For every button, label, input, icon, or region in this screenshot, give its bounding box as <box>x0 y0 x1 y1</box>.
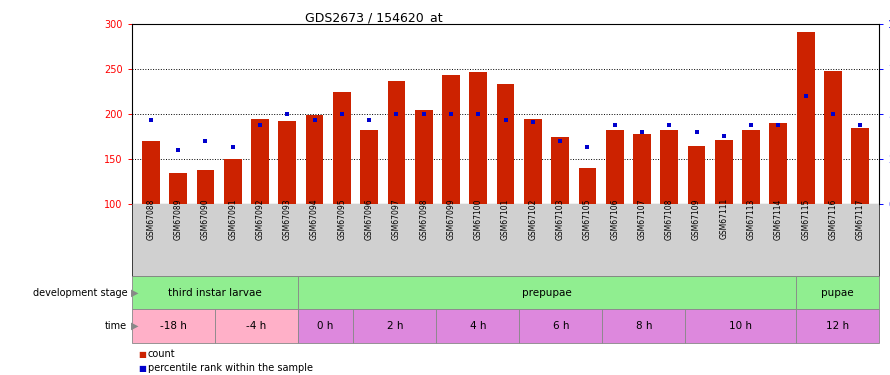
Text: ▶: ▶ <box>131 288 138 297</box>
Bar <box>797 33 814 294</box>
Bar <box>797 309 879 343</box>
Bar <box>436 309 520 343</box>
Text: ▶: ▶ <box>131 321 138 331</box>
Bar <box>251 119 269 294</box>
Bar <box>578 168 596 294</box>
Text: time: time <box>105 321 127 331</box>
Bar <box>469 72 487 294</box>
Bar <box>524 119 542 294</box>
Bar <box>353 309 436 343</box>
Text: ■: ■ <box>139 350 146 359</box>
Bar <box>606 130 624 294</box>
Text: 8 h: 8 h <box>635 321 652 331</box>
Text: 10 h: 10 h <box>730 321 752 331</box>
Bar <box>169 173 187 294</box>
Bar <box>797 276 879 309</box>
Bar <box>715 140 732 294</box>
Bar <box>214 309 298 343</box>
Bar <box>360 130 378 294</box>
Text: 12 h: 12 h <box>826 321 849 331</box>
Text: ■: ■ <box>139 364 146 373</box>
Bar <box>688 146 706 294</box>
Bar <box>387 81 405 294</box>
Bar <box>298 276 797 309</box>
Bar <box>685 309 797 343</box>
Text: development stage: development stage <box>33 288 127 297</box>
Text: 6 h: 6 h <box>553 321 569 331</box>
Text: 0 h: 0 h <box>318 321 334 331</box>
Bar <box>142 141 159 294</box>
Bar <box>497 84 514 294</box>
Bar <box>633 134 651 294</box>
Text: third instar larvae: third instar larvae <box>168 288 262 297</box>
Text: -4 h: -4 h <box>247 321 266 331</box>
Text: count: count <box>148 350 175 359</box>
Bar <box>852 128 870 294</box>
Bar <box>333 92 351 294</box>
Text: prepupae: prepupae <box>522 288 572 297</box>
Bar <box>132 276 298 309</box>
Bar <box>603 309 685 343</box>
Bar <box>415 110 433 294</box>
Text: pupae: pupae <box>821 288 854 297</box>
Bar <box>197 170 214 294</box>
Bar <box>223 159 241 294</box>
Bar <box>132 309 214 343</box>
Bar <box>742 130 760 294</box>
Bar <box>824 71 842 294</box>
Bar <box>298 309 353 343</box>
Bar <box>520 309 603 343</box>
Bar <box>770 123 788 294</box>
Bar <box>442 75 460 294</box>
Bar <box>660 130 678 294</box>
Bar <box>551 137 569 294</box>
Text: -18 h: -18 h <box>160 321 187 331</box>
Bar <box>305 115 323 294</box>
Text: GDS2673 / 154620_at: GDS2673 / 154620_at <box>305 11 442 24</box>
Bar <box>279 121 296 294</box>
Text: 4 h: 4 h <box>470 321 486 331</box>
Text: percentile rank within the sample: percentile rank within the sample <box>148 363 312 373</box>
Text: 2 h: 2 h <box>386 321 403 331</box>
